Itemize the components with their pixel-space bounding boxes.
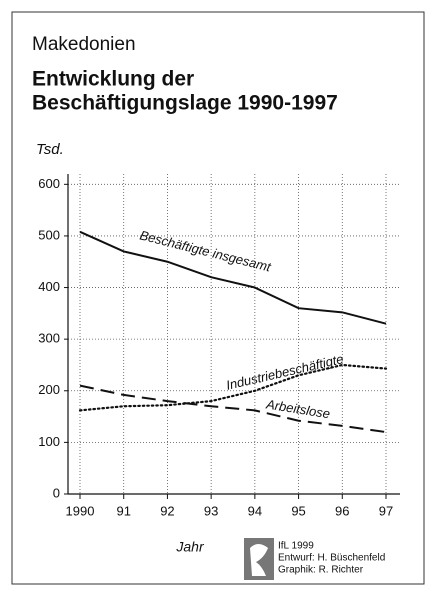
- series-line: [79, 384, 387, 434]
- y-unit: Tsd.: [36, 141, 64, 158]
- credit: IfL 1999: [278, 541, 314, 552]
- logo: [244, 538, 274, 580]
- y-tick-label: 500: [38, 227, 60, 242]
- frame: [11, 11, 425, 585]
- x-tick-label: 96: [335, 503, 349, 518]
- series-line: [79, 230, 387, 325]
- y-tick-label: 200: [38, 382, 60, 397]
- x-tick-label: 1990: [66, 503, 95, 518]
- chart-title: Beschäftigungslage 1990-1997: [32, 92, 338, 115]
- credit: Graphik: R. Richter: [278, 565, 364, 576]
- series-label: Beschäftigte insgesamt: [138, 227, 273, 274]
- y-tick-label: 100: [38, 434, 60, 449]
- series-line: [78, 363, 388, 412]
- y-tick-label: 300: [38, 331, 60, 346]
- chart-title: Entwicklung der: [32, 68, 194, 91]
- x-tick-label: 95: [291, 503, 305, 518]
- y-tick-label: 0: [53, 485, 60, 500]
- x-tick-label: 94: [248, 503, 262, 518]
- credit: Entwurf: H. Büschenfeld: [278, 553, 385, 564]
- series-label: Arbeitslose: [264, 396, 331, 421]
- x-axis-label: Jahr: [175, 539, 205, 555]
- x-tick-label: 92: [160, 503, 174, 518]
- y-tick-label: 600: [38, 176, 60, 191]
- series-label: Industriebeschäftigte: [225, 351, 345, 393]
- x-tick-label: 93: [204, 503, 218, 518]
- x-tick-label: 97: [379, 503, 393, 518]
- region: Makedonien: [32, 34, 136, 55]
- x-tick-label: 91: [116, 503, 130, 518]
- y-tick-label: 400: [38, 279, 60, 294]
